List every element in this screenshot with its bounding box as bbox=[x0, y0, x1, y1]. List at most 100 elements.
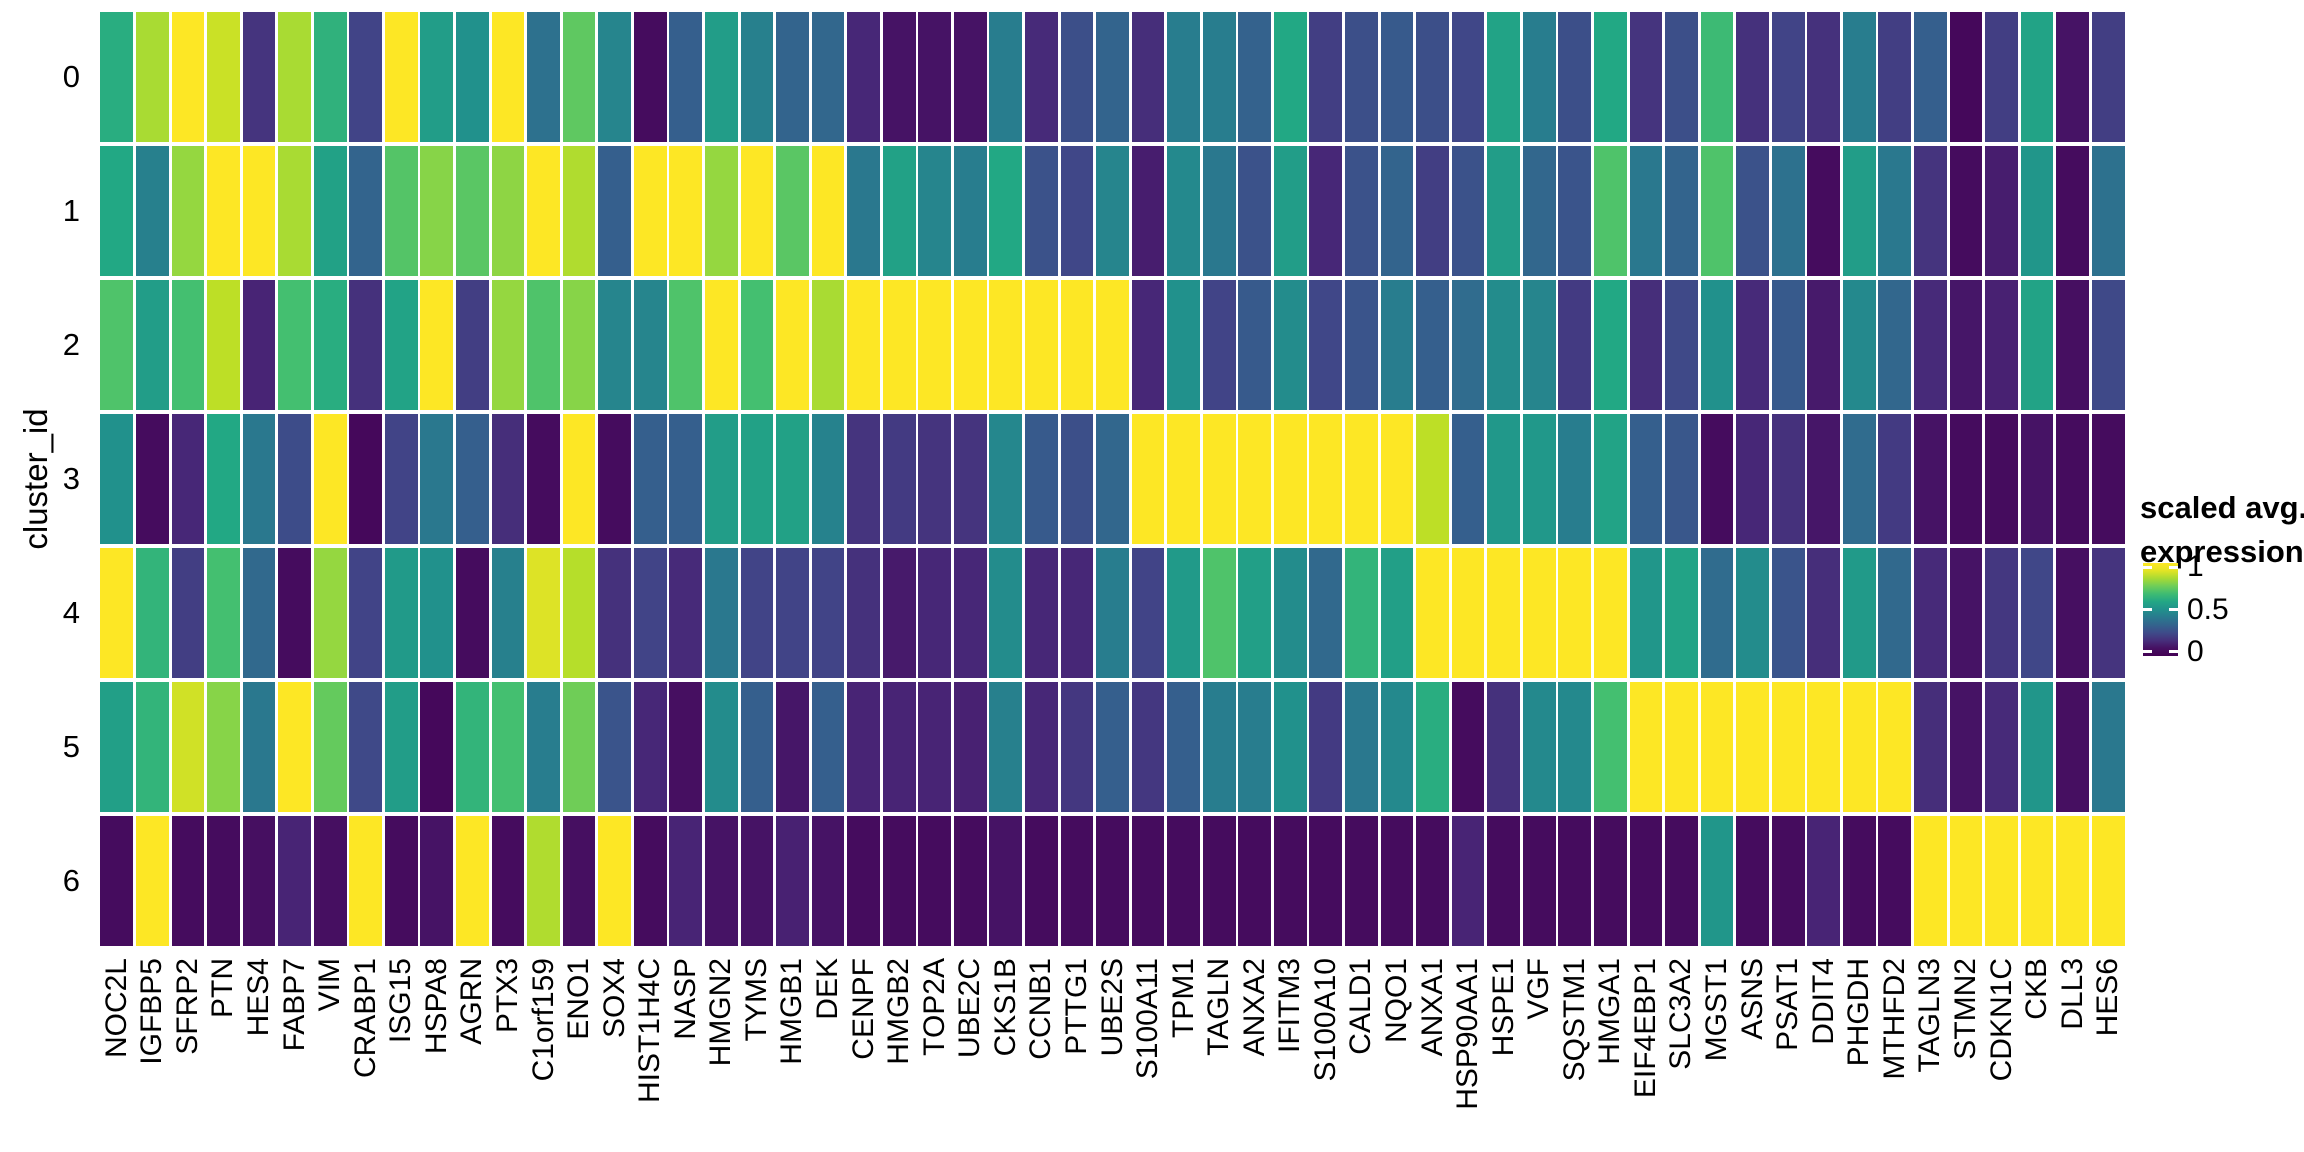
y-tick-label: 6 bbox=[62, 863, 80, 898]
heatmap-cell bbox=[313, 12, 347, 142]
heatmap-cell bbox=[1665, 816, 1698, 946]
x-tick-label: NOC2L bbox=[99, 958, 133, 1059]
x-tick-label: CENPF bbox=[846, 958, 880, 1060]
heatmap-cell bbox=[1593, 816, 1627, 946]
x-tick-label: VIM bbox=[313, 958, 347, 1012]
y-tick-label: 4 bbox=[62, 595, 80, 630]
x-tick-label: DEK bbox=[811, 958, 844, 1020]
heatmap-cell bbox=[207, 414, 240, 544]
x-tick-label: NASP bbox=[668, 958, 702, 1040]
heatmap-cell bbox=[1060, 816, 1094, 946]
x-tick-label: CKS1B bbox=[988, 958, 1022, 1057]
heatmap-cell bbox=[1914, 816, 1947, 946]
heatmap-cell bbox=[776, 414, 809, 544]
heatmap-cell bbox=[598, 682, 631, 812]
heatmap-cell bbox=[1202, 414, 1236, 544]
heatmap-cell bbox=[1914, 12, 1947, 142]
x-tick-label: FABP7 bbox=[277, 958, 311, 1052]
heatmap-cell bbox=[171, 414, 205, 544]
heatmap-cell bbox=[1522, 414, 1556, 544]
heatmap-cell bbox=[1985, 12, 2018, 142]
y-tick-label: 3 bbox=[62, 461, 80, 496]
heatmap-cell bbox=[1736, 682, 1769, 812]
heatmap-cell bbox=[491, 12, 525, 142]
heatmap-cell bbox=[953, 280, 987, 410]
heatmap-cell bbox=[1736, 414, 1769, 544]
legend-tick-mark bbox=[2169, 608, 2178, 611]
heatmap-cell bbox=[1665, 548, 1698, 678]
heatmap-cell bbox=[100, 414, 134, 544]
heatmap-cell bbox=[1629, 414, 1663, 544]
x-tick-label: MTHFD2 bbox=[1877, 958, 1911, 1080]
heatmap-cell bbox=[527, 682, 560, 812]
heatmap-cell bbox=[242, 146, 276, 276]
heatmap-cell bbox=[527, 548, 560, 678]
heatmap-cell bbox=[1700, 280, 1734, 410]
heatmap-cell bbox=[456, 146, 489, 276]
heatmap-cell bbox=[1060, 414, 1094, 544]
heatmap-cell bbox=[1167, 682, 1200, 812]
x-tick-label: CCNB1 bbox=[1024, 958, 1058, 1060]
legend-tick-label: 0 bbox=[2187, 634, 2204, 668]
heatmap-cell bbox=[171, 816, 205, 946]
heatmap-cell bbox=[1487, 146, 1521, 276]
heatmap-cell bbox=[1629, 548, 1663, 678]
y-tick-label: 0 bbox=[62, 59, 80, 94]
heatmap-cell bbox=[349, 548, 383, 678]
heatmap-cell bbox=[1700, 816, 1734, 946]
heatmap-cell bbox=[384, 682, 418, 812]
heatmap-cell bbox=[704, 146, 738, 276]
heatmap-cell bbox=[2091, 146, 2125, 276]
x-tick-label: ANXA1 bbox=[1415, 958, 1449, 1057]
heatmap-cell bbox=[1665, 682, 1698, 812]
x-tick-label: CALD1 bbox=[1344, 958, 1378, 1055]
heatmap-cell bbox=[847, 414, 880, 544]
heatmap-cell bbox=[1273, 548, 1307, 678]
heatmap-cell bbox=[1842, 682, 1876, 812]
heatmap-cell bbox=[1949, 280, 1983, 410]
heatmap-cell bbox=[1024, 414, 1058, 544]
heatmap-cell bbox=[1451, 12, 1485, 142]
heatmap-cell bbox=[2091, 414, 2125, 544]
heatmap-cell bbox=[2020, 12, 2054, 142]
heatmap-cell bbox=[882, 280, 916, 410]
heatmap-cell bbox=[1736, 146, 1769, 276]
heatmap-cell bbox=[1451, 414, 1485, 544]
heatmap-cell bbox=[1522, 816, 1556, 946]
heatmap-cell bbox=[456, 280, 489, 410]
heatmap-cell bbox=[1273, 12, 1307, 142]
heatmap-cell bbox=[562, 12, 596, 142]
heatmap-cell bbox=[242, 682, 276, 812]
heatmap-cell bbox=[1771, 280, 1805, 410]
heatmap-cell bbox=[1487, 548, 1521, 678]
heatmap-cell bbox=[811, 280, 845, 410]
x-tick-label: S100A11 bbox=[1131, 958, 1165, 1080]
heatmap-cell bbox=[1060, 146, 1094, 276]
heatmap-cell bbox=[953, 682, 987, 812]
heatmap-cell bbox=[1949, 816, 1983, 946]
heatmap-cell bbox=[313, 414, 347, 544]
heatmap-cell bbox=[420, 146, 454, 276]
heatmap-cell bbox=[847, 816, 880, 946]
heatmap-cell bbox=[1522, 548, 1556, 678]
heatmap-cell bbox=[100, 146, 134, 276]
heatmap-cell bbox=[1416, 548, 1449, 678]
heatmap-cell bbox=[740, 548, 774, 678]
heatmap-cell bbox=[598, 12, 631, 142]
heatmap-cell bbox=[1914, 548, 1947, 678]
x-tick-label: NQO1 bbox=[1379, 958, 1413, 1044]
heatmap-cell bbox=[953, 12, 987, 142]
heatmap-cell bbox=[313, 548, 347, 678]
heatmap-cell bbox=[456, 12, 489, 142]
heatmap-cell bbox=[1914, 414, 1947, 544]
heatmap-cell bbox=[1238, 146, 1272, 276]
heatmap-cell bbox=[1558, 414, 1592, 544]
heatmap-cell bbox=[1273, 146, 1307, 276]
heatmap-cell bbox=[1736, 280, 1769, 410]
heatmap-cell bbox=[1273, 280, 1307, 410]
heatmap-cell bbox=[349, 146, 383, 276]
heatmap-cell bbox=[562, 548, 596, 678]
heatmap-cell bbox=[1238, 414, 1272, 544]
heatmap-cell bbox=[420, 816, 454, 946]
x-tick-label: MGST1 bbox=[1700, 958, 1734, 1062]
